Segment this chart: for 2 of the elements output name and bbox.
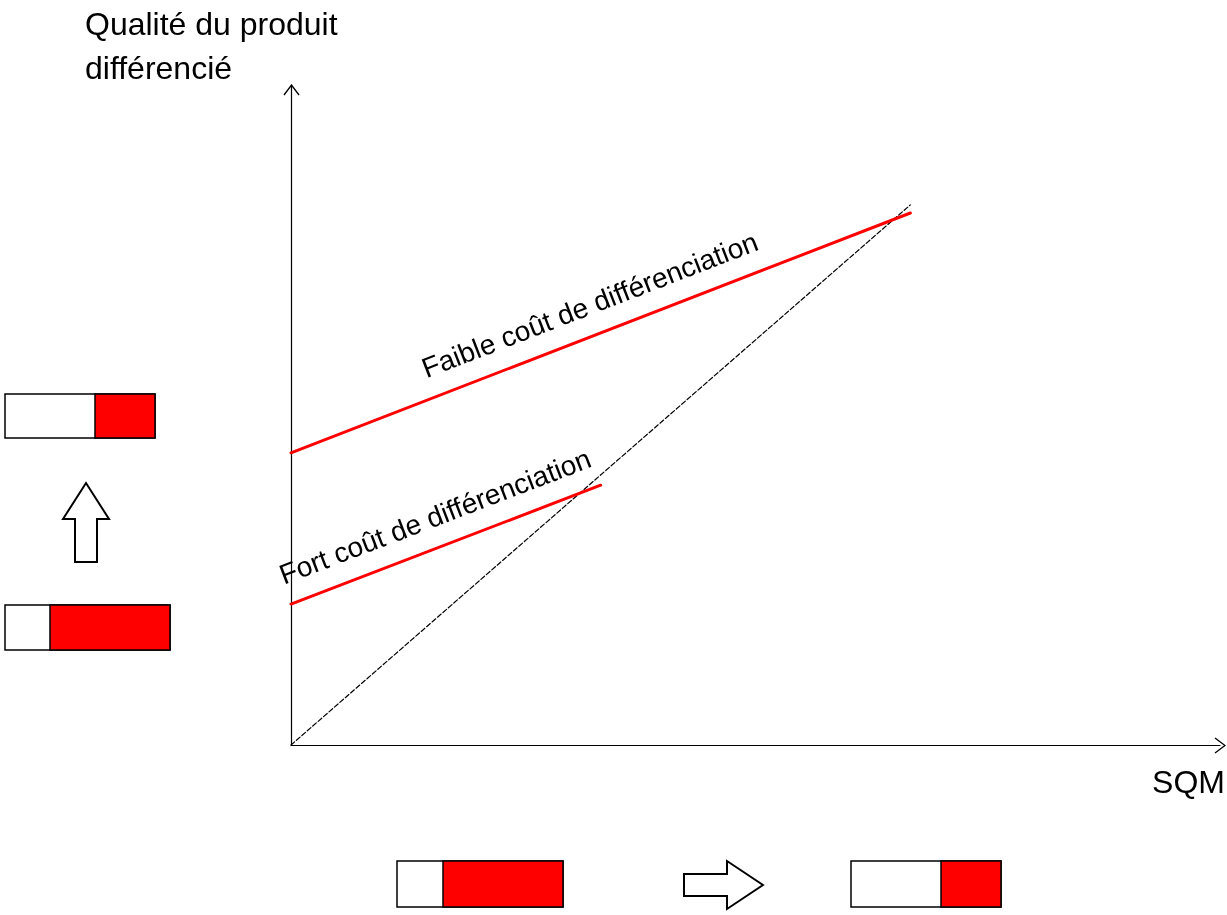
x-axis-title: SQM bbox=[1152, 764, 1225, 800]
y-axis-title: Qualité du produit différencié bbox=[85, 6, 347, 86]
